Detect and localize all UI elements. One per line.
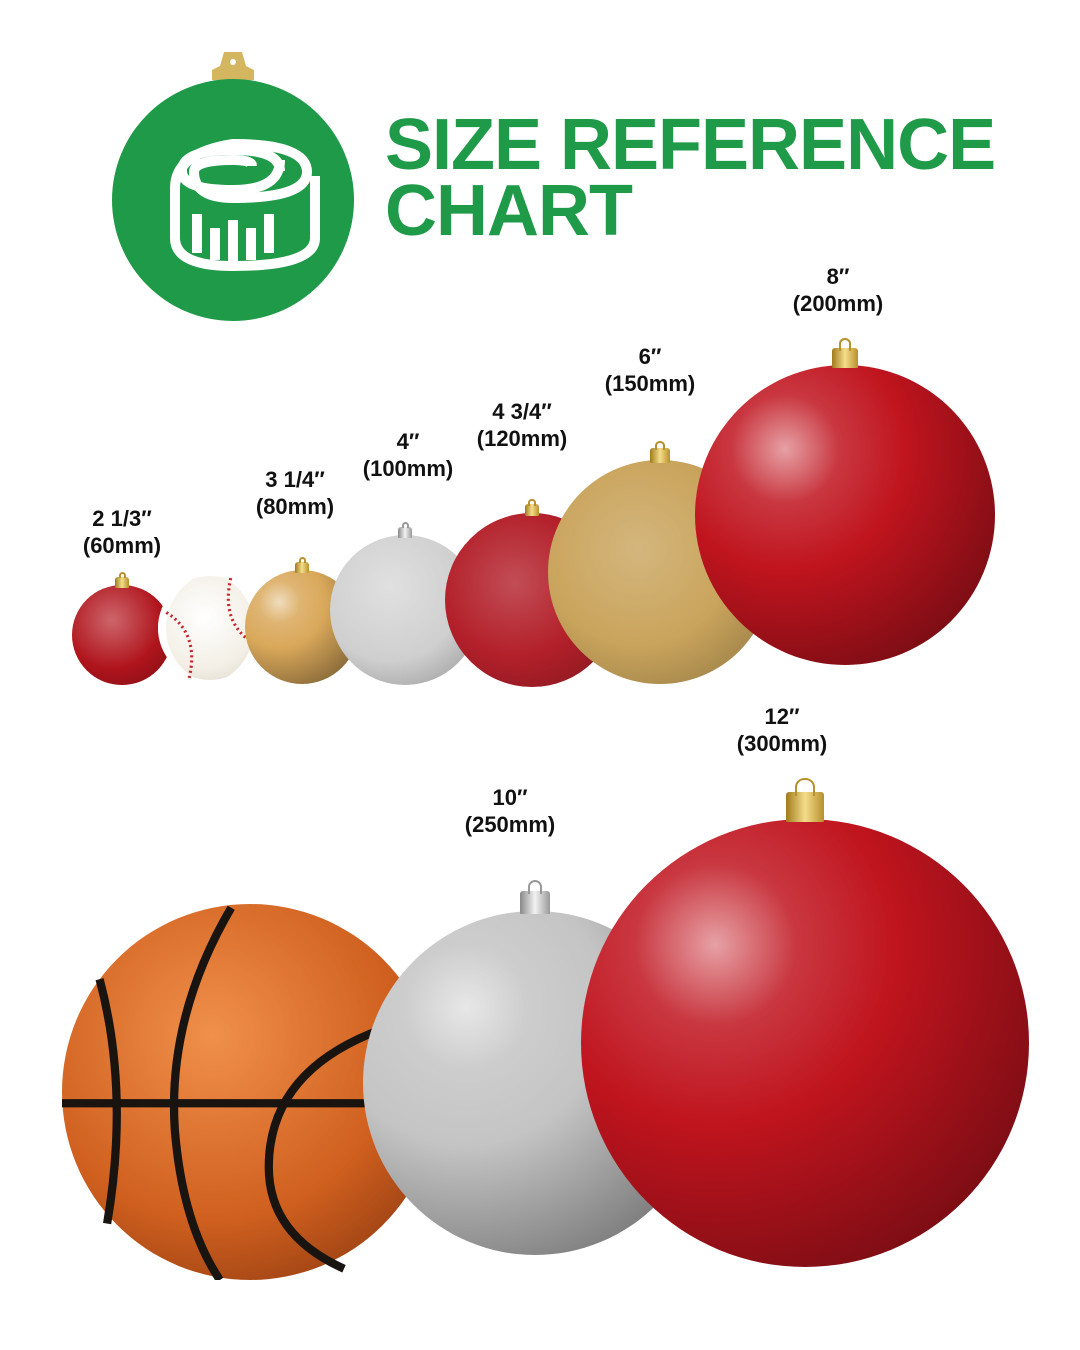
size-label: 2 1/3″ (60mm)	[83, 505, 161, 559]
page-title: SIZE REFERENCE CHART	[385, 105, 996, 251]
ornament-cap	[115, 571, 129, 588]
size-mm: (100mm)	[362, 456, 454, 481]
ornament-cap	[832, 338, 858, 368]
size-label: 4 3/4″ (120mm)	[477, 398, 567, 452]
size-mm: (120mm)	[476, 426, 568, 451]
ornament-60mm	[72, 585, 172, 685]
ornament-cap	[785, 777, 825, 822]
size-mm: (60mm)	[82, 533, 162, 558]
title-line-1: SIZE REFERENCE	[385, 105, 996, 185]
logo-ornament	[112, 48, 354, 323]
size-label: 8″ (200mm)	[793, 263, 883, 317]
size-mm: (150mm)	[604, 371, 696, 396]
ornament-200mm	[695, 365, 995, 665]
size-inches: 6″	[638, 344, 662, 369]
baseball	[158, 576, 262, 680]
ornament-cap	[650, 440, 670, 463]
size-label: 6″ (150mm)	[605, 343, 695, 397]
size-inches: 12″	[764, 704, 800, 729]
size-label: 3 1/4″ (80mm)	[256, 466, 334, 520]
title-line-2: CHART	[385, 171, 633, 251]
tape-measure-icon	[112, 52, 354, 321]
size-label: 12″ (300mm)	[737, 703, 827, 757]
size-mm: (300mm)	[736, 731, 828, 756]
size-mm: (250mm)	[464, 812, 556, 837]
size-label: 4″ (100mm)	[363, 428, 453, 482]
size-mm: (200mm)	[792, 291, 884, 316]
size-label: 10″ (250mm)	[465, 784, 555, 838]
ornament-cap	[398, 521, 412, 538]
ornament-cap	[520, 879, 550, 914]
size-inches: 2 1/3″	[92, 506, 152, 531]
size-inches: 4 3/4″	[492, 399, 552, 424]
ornament-300mm	[581, 819, 1029, 1267]
size-inches: 4″	[396, 429, 420, 454]
ornament-cap	[524, 498, 540, 516]
size-inches: 10″	[492, 785, 528, 810]
ornament-cap	[295, 556, 309, 573]
size-inches: 3 1/4″	[265, 467, 325, 492]
size-mm: (80mm)	[255, 494, 335, 519]
size-inches: 8″	[826, 264, 850, 289]
